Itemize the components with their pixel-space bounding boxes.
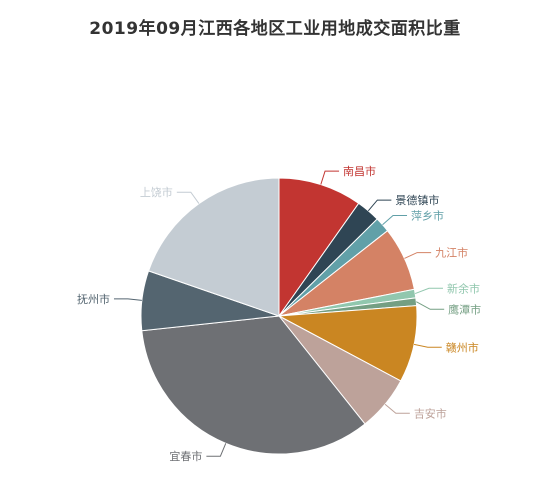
pie-slice-8[interactable] [141,315,366,455]
pie-leader-line-3 [404,252,432,259]
pie-leader-line-2 [382,214,408,226]
pie-leader-line-0 [320,170,340,185]
pie-leader-line-6 [413,343,442,348]
pie-leader-line-8 [206,443,227,457]
pie-slice-0[interactable] [278,177,360,318]
pie-label-0: 南昌市 [343,164,376,178]
pie-leader-line-1 [367,199,392,212]
pie-label-9: 抚州市 [77,292,110,306]
pie-leader-line-9 [113,298,142,301]
pie-label-10: 上饶市 [140,185,173,199]
pie-label-6: 赣州市 [446,340,479,354]
pie-leader-line-10 [176,191,200,204]
pie-label-5: 鹰潭市 [448,302,481,316]
pie-label-4: 新余市 [447,281,480,295]
pie-label-8: 宜春市 [169,449,202,463]
pie-slices [140,177,418,455]
pie-label-7: 吉安市 [414,406,447,420]
pie-leader-line-5 [416,301,445,310]
pie-label-3: 九江市 [435,246,468,260]
pie-label-1: 景德镇市 [395,193,439,207]
chart-title: 2019年09月江西各地区工业用地成交面积比重 [89,19,461,39]
pie-leader-line-4 [414,287,443,295]
pie-label-2: 萍乡市 [411,208,444,222]
pie-leader-line-7 [384,403,410,414]
